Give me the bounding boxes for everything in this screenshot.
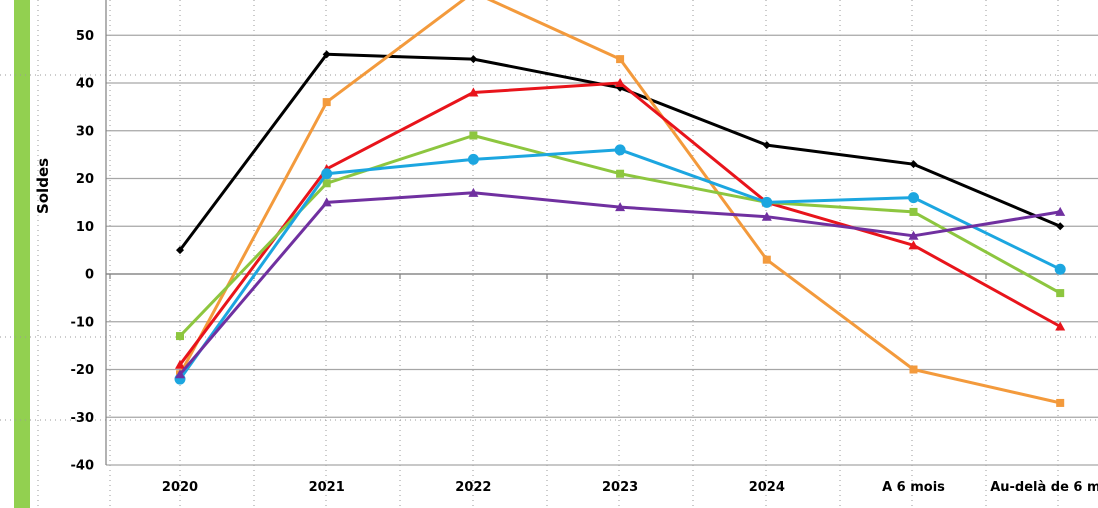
x-tick-label: Au-delà de 6 mois	[990, 480, 1098, 495]
x-tick-label: A 6 mois	[882, 480, 945, 495]
data-point	[908, 230, 919, 240]
data-point	[762, 141, 771, 150]
data-point	[321, 197, 332, 207]
y-axis-title: Soldes	[34, 158, 52, 214]
data-point	[909, 365, 918, 374]
data-point	[761, 211, 772, 221]
x-tick-label: 2020	[162, 480, 198, 495]
data-point	[322, 50, 331, 59]
data-point	[909, 160, 918, 169]
data-point	[909, 207, 918, 216]
gridlines	[106, 34, 1098, 466]
series-4	[176, 131, 1065, 341]
data-point	[176, 246, 184, 255]
data-point	[468, 187, 479, 197]
data-point	[1055, 206, 1066, 216]
data-point	[908, 240, 919, 250]
series-5	[174, 144, 1066, 385]
y-tick-label: -40	[71, 459, 95, 474]
series-6	[175, 187, 1066, 379]
data-point	[175, 369, 185, 379]
data-point	[761, 196, 773, 208]
data-point	[1054, 263, 1066, 275]
data-point	[614, 144, 626, 156]
y-tick-label: 20	[76, 172, 94, 187]
y-tick-labels: -40 -30 -20 -10 0 10 20 30 40 50	[71, 29, 95, 474]
data-point	[1055, 321, 1066, 331]
data-point	[616, 169, 625, 178]
series-1	[176, 50, 1065, 255]
data-point	[1056, 289, 1065, 298]
axes	[105, 0, 1098, 465]
series-line	[178, 81, 1061, 366]
y-tick-label: -30	[71, 411, 95, 426]
x-tick-label: 2023	[602, 480, 638, 495]
data-point	[468, 87, 479, 97]
data-point	[322, 98, 331, 107]
y-tick-label: 50	[76, 29, 94, 44]
data-point	[1056, 222, 1065, 231]
x-tick-label: 2021	[309, 480, 345, 495]
data-point	[321, 168, 333, 180]
data-point	[175, 359, 185, 369]
data-point	[322, 179, 331, 188]
data-point	[176, 332, 184, 341]
y-tick-label: -10	[71, 315, 95, 330]
data-point	[469, 131, 478, 140]
y-tick-label: 40	[76, 77, 94, 92]
y-tick-label: -20	[71, 363, 95, 378]
data-point	[615, 202, 626, 212]
data-point	[615, 78, 626, 87]
data-point	[616, 55, 625, 64]
x-tick-labels: 2020 2021 2022 2023 2024 A 6 mois Au-delà de 6…	[162, 480, 1098, 495]
y-tick-label: 10	[76, 220, 94, 235]
series-line	[178, 134, 1061, 338]
data-point	[1056, 398, 1065, 407]
accent-bar	[14, 0, 30, 508]
x-tick-label: 2022	[455, 480, 491, 495]
data-point	[469, 55, 478, 64]
y-tick-label: 0	[85, 268, 94, 283]
data-point	[908, 192, 919, 204]
data-point	[467, 153, 479, 165]
data-point	[762, 255, 771, 264]
series-line	[178, 148, 1061, 380]
y-tick-label: 30	[76, 124, 94, 139]
x-tick-label: 2024	[749, 480, 785, 495]
series-layer	[174, 0, 1066, 407]
